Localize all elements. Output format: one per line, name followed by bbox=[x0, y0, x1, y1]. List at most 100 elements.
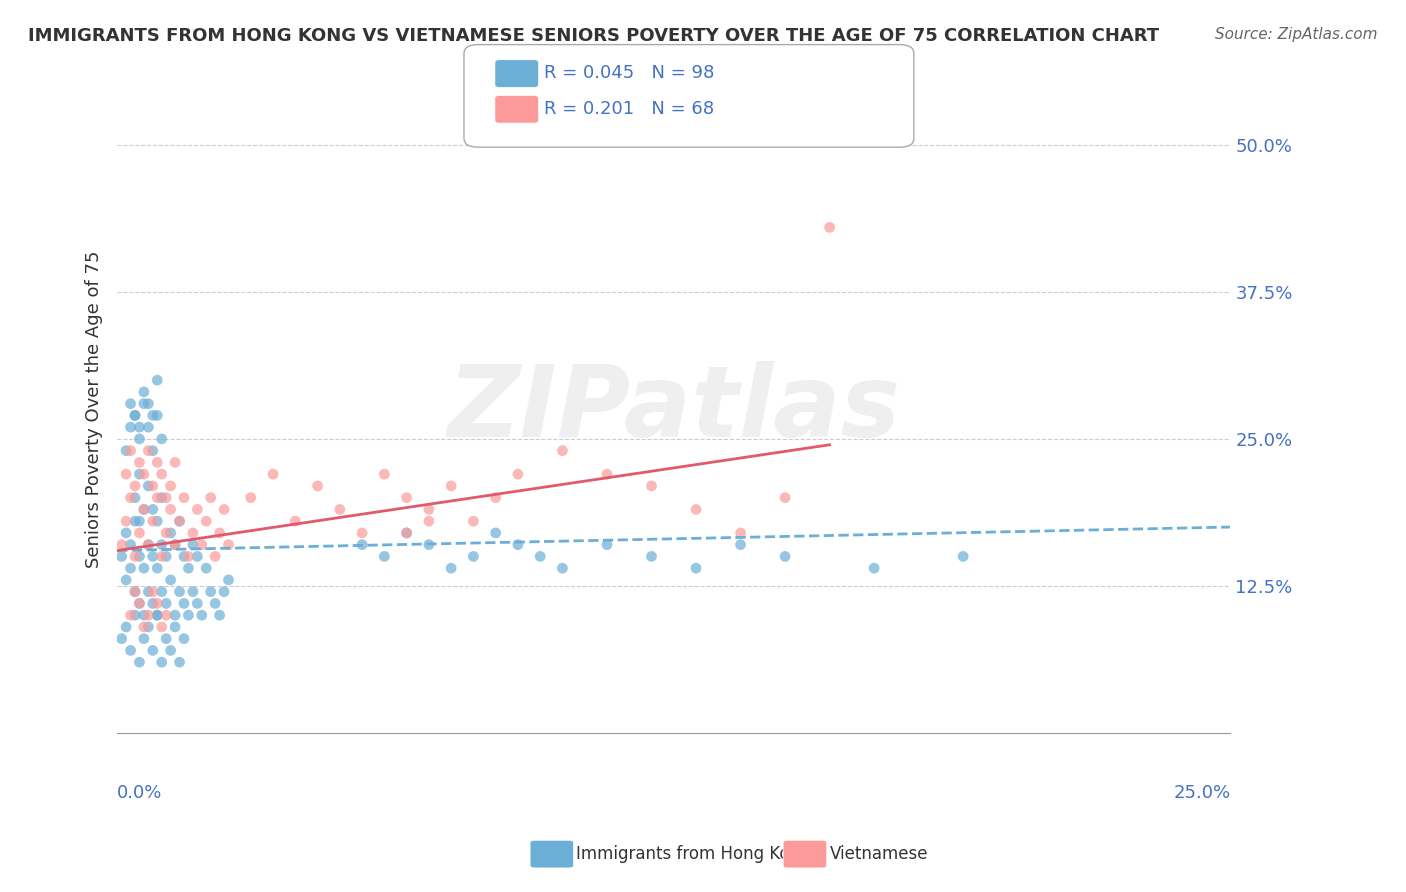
Point bbox=[463, 514, 485, 528]
Point bbox=[115, 525, 138, 540]
Point bbox=[124, 491, 146, 505]
Point bbox=[395, 491, 418, 505]
Point bbox=[307, 479, 329, 493]
Point bbox=[150, 584, 173, 599]
Point bbox=[685, 502, 707, 516]
Point bbox=[120, 643, 142, 657]
Point bbox=[195, 561, 218, 575]
Point bbox=[173, 549, 195, 564]
Point bbox=[124, 409, 146, 423]
Point bbox=[111, 549, 134, 564]
Point bbox=[138, 443, 160, 458]
Point bbox=[169, 514, 191, 528]
Point bbox=[177, 561, 200, 575]
Point bbox=[111, 538, 134, 552]
Point bbox=[132, 608, 155, 623]
Point bbox=[155, 549, 177, 564]
Point bbox=[128, 455, 150, 469]
Point bbox=[146, 455, 169, 469]
Text: IMMIGRANTS FROM HONG KONG VS VIETNAMESE SENIORS POVERTY OVER THE AGE OF 75 CORRE: IMMIGRANTS FROM HONG KONG VS VIETNAMESE … bbox=[28, 27, 1159, 45]
Point bbox=[440, 561, 463, 575]
Point bbox=[115, 467, 138, 482]
Point bbox=[155, 525, 177, 540]
Point bbox=[155, 632, 177, 646]
Point bbox=[146, 608, 169, 623]
Point bbox=[120, 397, 142, 411]
Point bbox=[191, 608, 214, 623]
Point bbox=[169, 584, 191, 599]
Point bbox=[138, 479, 160, 493]
Point bbox=[730, 525, 752, 540]
Point bbox=[440, 479, 463, 493]
Point bbox=[138, 538, 160, 552]
Text: Source: ZipAtlas.com: Source: ZipAtlas.com bbox=[1215, 27, 1378, 42]
Point bbox=[395, 525, 418, 540]
Point bbox=[132, 632, 155, 646]
Point bbox=[181, 538, 204, 552]
Point bbox=[173, 596, 195, 610]
Point bbox=[177, 549, 200, 564]
Point bbox=[200, 584, 222, 599]
Point bbox=[208, 525, 231, 540]
Point bbox=[373, 549, 395, 564]
Point bbox=[132, 467, 155, 482]
Point bbox=[132, 502, 155, 516]
Point bbox=[418, 538, 440, 552]
Point bbox=[529, 549, 551, 564]
Point bbox=[186, 596, 208, 610]
Point bbox=[159, 502, 181, 516]
Point bbox=[177, 608, 200, 623]
Point bbox=[155, 608, 177, 623]
Point bbox=[124, 514, 146, 528]
Point bbox=[212, 584, 235, 599]
Point bbox=[120, 443, 142, 458]
Point bbox=[138, 538, 160, 552]
Point bbox=[132, 620, 155, 634]
Point bbox=[120, 491, 142, 505]
Point bbox=[200, 491, 222, 505]
Text: 0.0%: 0.0% bbox=[117, 784, 163, 803]
Point bbox=[142, 514, 165, 528]
Text: Vietnamese: Vietnamese bbox=[830, 845, 928, 863]
Point bbox=[120, 608, 142, 623]
Point bbox=[146, 514, 169, 528]
Point bbox=[124, 409, 146, 423]
Point bbox=[352, 525, 374, 540]
Point bbox=[124, 479, 146, 493]
Point bbox=[863, 561, 886, 575]
Point bbox=[150, 491, 173, 505]
Point bbox=[120, 420, 142, 434]
Point bbox=[173, 491, 195, 505]
Point bbox=[155, 596, 177, 610]
Point bbox=[132, 502, 155, 516]
Point bbox=[284, 514, 307, 528]
Point bbox=[952, 549, 974, 564]
Point bbox=[115, 573, 138, 587]
Point bbox=[128, 596, 150, 610]
Point bbox=[159, 643, 181, 657]
Point bbox=[640, 479, 662, 493]
Y-axis label: Seniors Poverty Over the Age of 75: Seniors Poverty Over the Age of 75 bbox=[86, 251, 103, 568]
Point bbox=[212, 502, 235, 516]
Point bbox=[146, 373, 169, 387]
Point bbox=[132, 397, 155, 411]
Point bbox=[115, 443, 138, 458]
Point bbox=[173, 632, 195, 646]
Point bbox=[142, 549, 165, 564]
Point bbox=[640, 549, 662, 564]
Point bbox=[150, 655, 173, 669]
Point bbox=[352, 538, 374, 552]
Point bbox=[204, 549, 226, 564]
Point bbox=[418, 514, 440, 528]
Point bbox=[128, 514, 150, 528]
Point bbox=[128, 432, 150, 446]
Point bbox=[150, 538, 173, 552]
Point bbox=[146, 409, 169, 423]
Point bbox=[191, 538, 214, 552]
Point bbox=[142, 596, 165, 610]
Point bbox=[551, 443, 574, 458]
Point bbox=[159, 573, 181, 587]
Point bbox=[262, 467, 284, 482]
Point bbox=[115, 514, 138, 528]
Point bbox=[128, 525, 150, 540]
